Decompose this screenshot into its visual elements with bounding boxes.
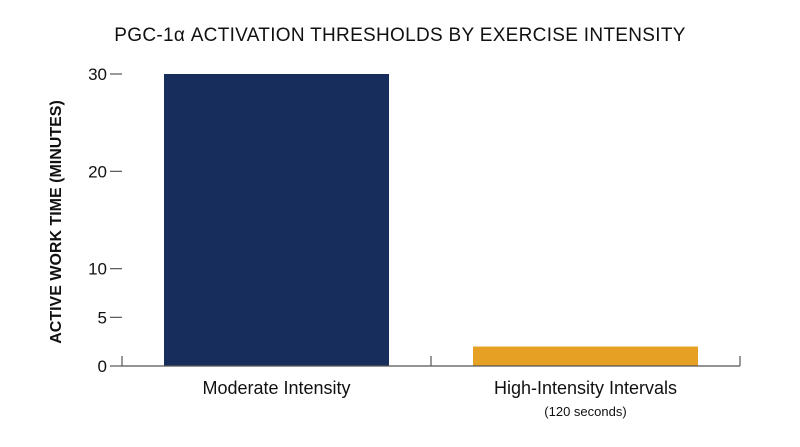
y-tick-label: 0	[98, 357, 107, 376]
x-tick-label: High-Intensity Intervals	[494, 378, 677, 398]
y-axis-label: ACTIVE WORK TIME (MINUTES)	[48, 100, 65, 344]
x-tick-label: Moderate Intensity	[202, 378, 350, 398]
chart-title: PGC-1α ACTIVATION THRESHOLDS BY EXERCISE…	[114, 25, 685, 46]
x-axis: Moderate Intensity High-Intensity Interva…	[202, 378, 677, 419]
y-tick-label: 10	[88, 260, 107, 279]
y-tick-label: 5	[98, 308, 107, 327]
y-tick-label: 20	[88, 162, 107, 181]
bars-group	[164, 74, 698, 366]
y-axis: 0 5 10 20 30	[88, 65, 122, 376]
y-tick-label: 30	[88, 65, 107, 84]
bar-1	[473, 346, 698, 366]
x-tick-sublabel: (120 seconds)	[544, 404, 626, 419]
bar-0	[164, 74, 389, 366]
